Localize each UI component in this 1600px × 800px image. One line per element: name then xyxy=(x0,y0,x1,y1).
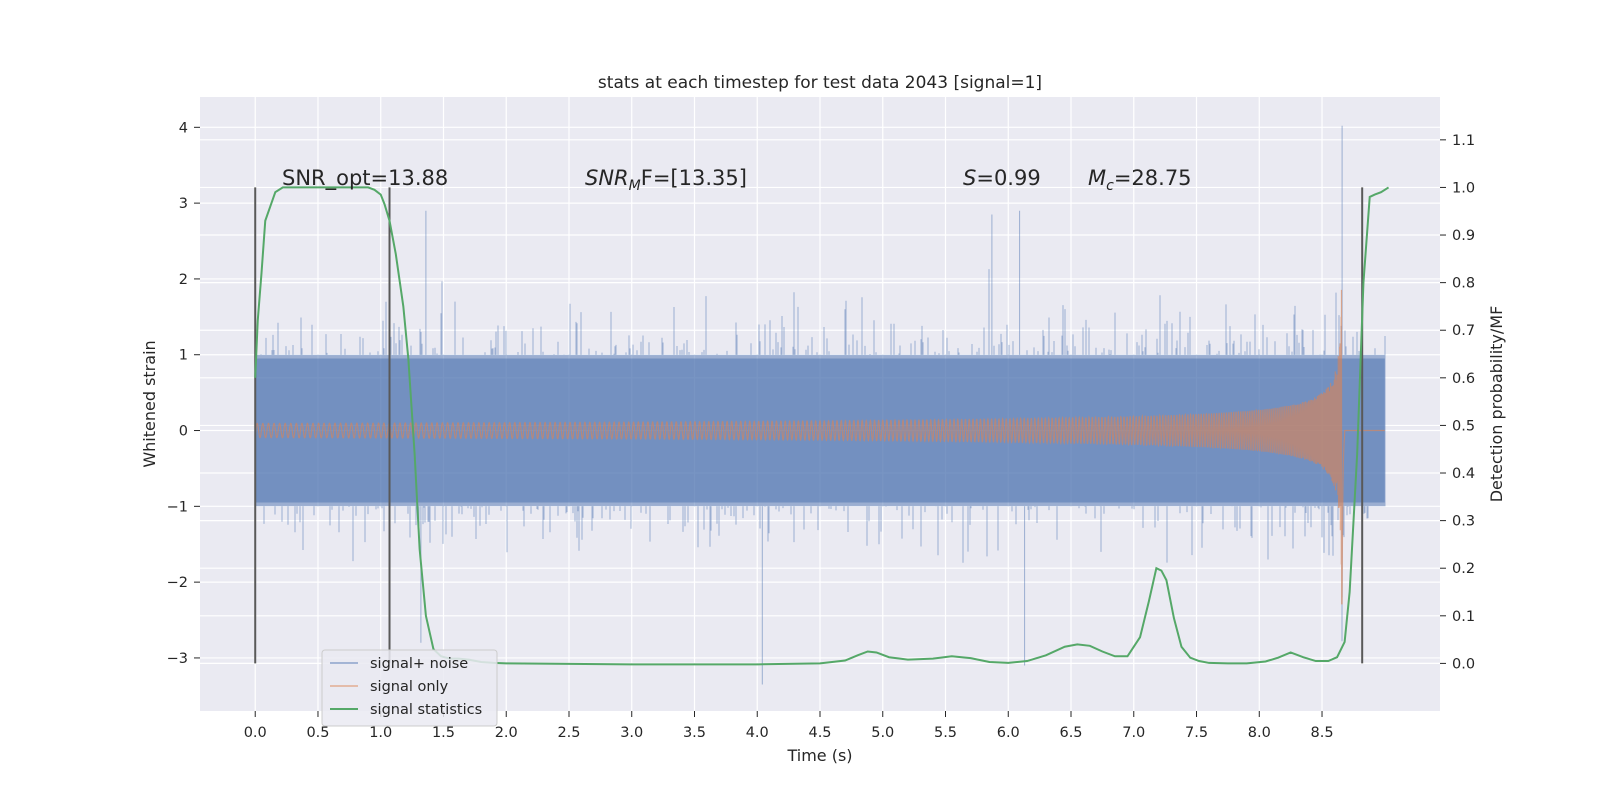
y-axis-label: Whitened strain xyxy=(140,340,159,467)
x-tick-label-0: 0.0 xyxy=(244,725,267,741)
y-tick-label-2: −1 xyxy=(167,499,188,515)
annotation-mc: Mc=28.75 xyxy=(1088,166,1192,194)
legend-label-stats: signal statistics xyxy=(370,702,482,718)
x-tick-label-14: 7.0 xyxy=(1122,725,1145,741)
y-tick-label-3: 0 xyxy=(179,424,188,440)
annotation-mc-var: M xyxy=(1088,166,1106,190)
annotation-mc-value: =28.75 xyxy=(1114,166,1192,190)
y2-tick-label-8: 0.8 xyxy=(1452,276,1475,292)
y2-tick-label-6: 0.6 xyxy=(1452,371,1475,387)
legend-box xyxy=(321,649,498,727)
series-signal-only xyxy=(254,289,1385,605)
y2-axis-label: Detection probability/MF xyxy=(1487,306,1506,503)
y-tick-label-6: 3 xyxy=(179,196,188,212)
annotation-s-var: S xyxy=(963,166,976,190)
y2-tick-label-10: 1.0 xyxy=(1452,180,1475,196)
y2-tick-label-1: 0.1 xyxy=(1452,609,1475,625)
x-tick-label-5: 2.5 xyxy=(557,725,580,741)
annotation-snr-mf: SNRMF=[13.35] xyxy=(585,166,747,194)
y2-tick-label-3: 0.3 xyxy=(1452,514,1475,530)
legend-label-noise: signal+ noise xyxy=(370,656,468,672)
x-tick-label-15: 7.5 xyxy=(1185,725,1208,741)
series-layer xyxy=(254,125,1390,685)
x-tick-label-10: 5.0 xyxy=(871,725,894,741)
y2-tick-label-4: 0.4 xyxy=(1452,466,1475,482)
annotation-snr-mf-rest: F=[13.35] xyxy=(641,166,747,190)
annotation-snr-mf-sub: M xyxy=(629,178,641,194)
x-tick-label-3: 1.5 xyxy=(432,725,455,741)
annotation-s: S=0.99 xyxy=(963,166,1041,190)
x-tick-label-2: 1.0 xyxy=(369,725,392,741)
chart-title: stats at each timestep for test data 204… xyxy=(598,73,1042,93)
x-tick-label-1: 0.5 xyxy=(306,725,329,741)
y2-tick-label-7: 0.7 xyxy=(1452,323,1475,339)
legend-label-signal: signal only xyxy=(370,679,449,695)
y2-tick-label-2: 0.2 xyxy=(1452,561,1475,577)
annotation-s-value: =0.99 xyxy=(976,166,1040,190)
x-tick-label-4: 2.0 xyxy=(495,725,518,741)
x-axis-label: Time (s) xyxy=(786,746,852,765)
series-signal-plus-noise-band xyxy=(255,358,1385,503)
y-tick-label-1: −2 xyxy=(167,575,188,591)
x-tick-label-9: 4.5 xyxy=(808,725,831,741)
y2-tick-label-5: 0.5 xyxy=(1452,418,1475,434)
y-tick-label-0: −3 xyxy=(167,651,188,667)
y-tick-label-7: 4 xyxy=(179,120,188,136)
x-tick-label-7: 3.5 xyxy=(683,725,706,741)
y-tick-label-5: 2 xyxy=(179,272,188,288)
y-tick-label-4: 1 xyxy=(179,348,188,364)
y2-tick-label-11: 1.1 xyxy=(1452,133,1475,149)
x-tick-label-6: 3.0 xyxy=(620,725,643,741)
series-signal-statistics xyxy=(254,186,1390,666)
vertical-markers xyxy=(254,187,1364,664)
x-tick-label-17: 8.5 xyxy=(1310,725,1333,741)
annotation-mc-sub: c xyxy=(1106,178,1114,194)
x-tick-label-16: 8.0 xyxy=(1248,725,1271,741)
legend: signal+ noise signal only signal statist… xyxy=(321,649,498,727)
annotation-snr-opt: SNR_opt=13.88 xyxy=(282,166,448,191)
x-tick-label-8: 4.0 xyxy=(746,725,769,741)
x-tick-label-13: 6.5 xyxy=(1059,725,1082,741)
y2-tick-label-0: 0.0 xyxy=(1452,656,1475,672)
y2-tick-label-9: 0.9 xyxy=(1452,228,1475,244)
axis-ticks: 0.0 0.5 1.0 1.5 2.0 2.5 3.0 3.5 4.0 4.5 5.0 5.5 6.0 6… xyxy=(167,120,1475,741)
annotation-snr-mf-base: SNR xyxy=(585,166,629,190)
x-tick-label-12: 6.0 xyxy=(997,725,1020,741)
x-tick-label-11: 5.5 xyxy=(934,725,957,741)
